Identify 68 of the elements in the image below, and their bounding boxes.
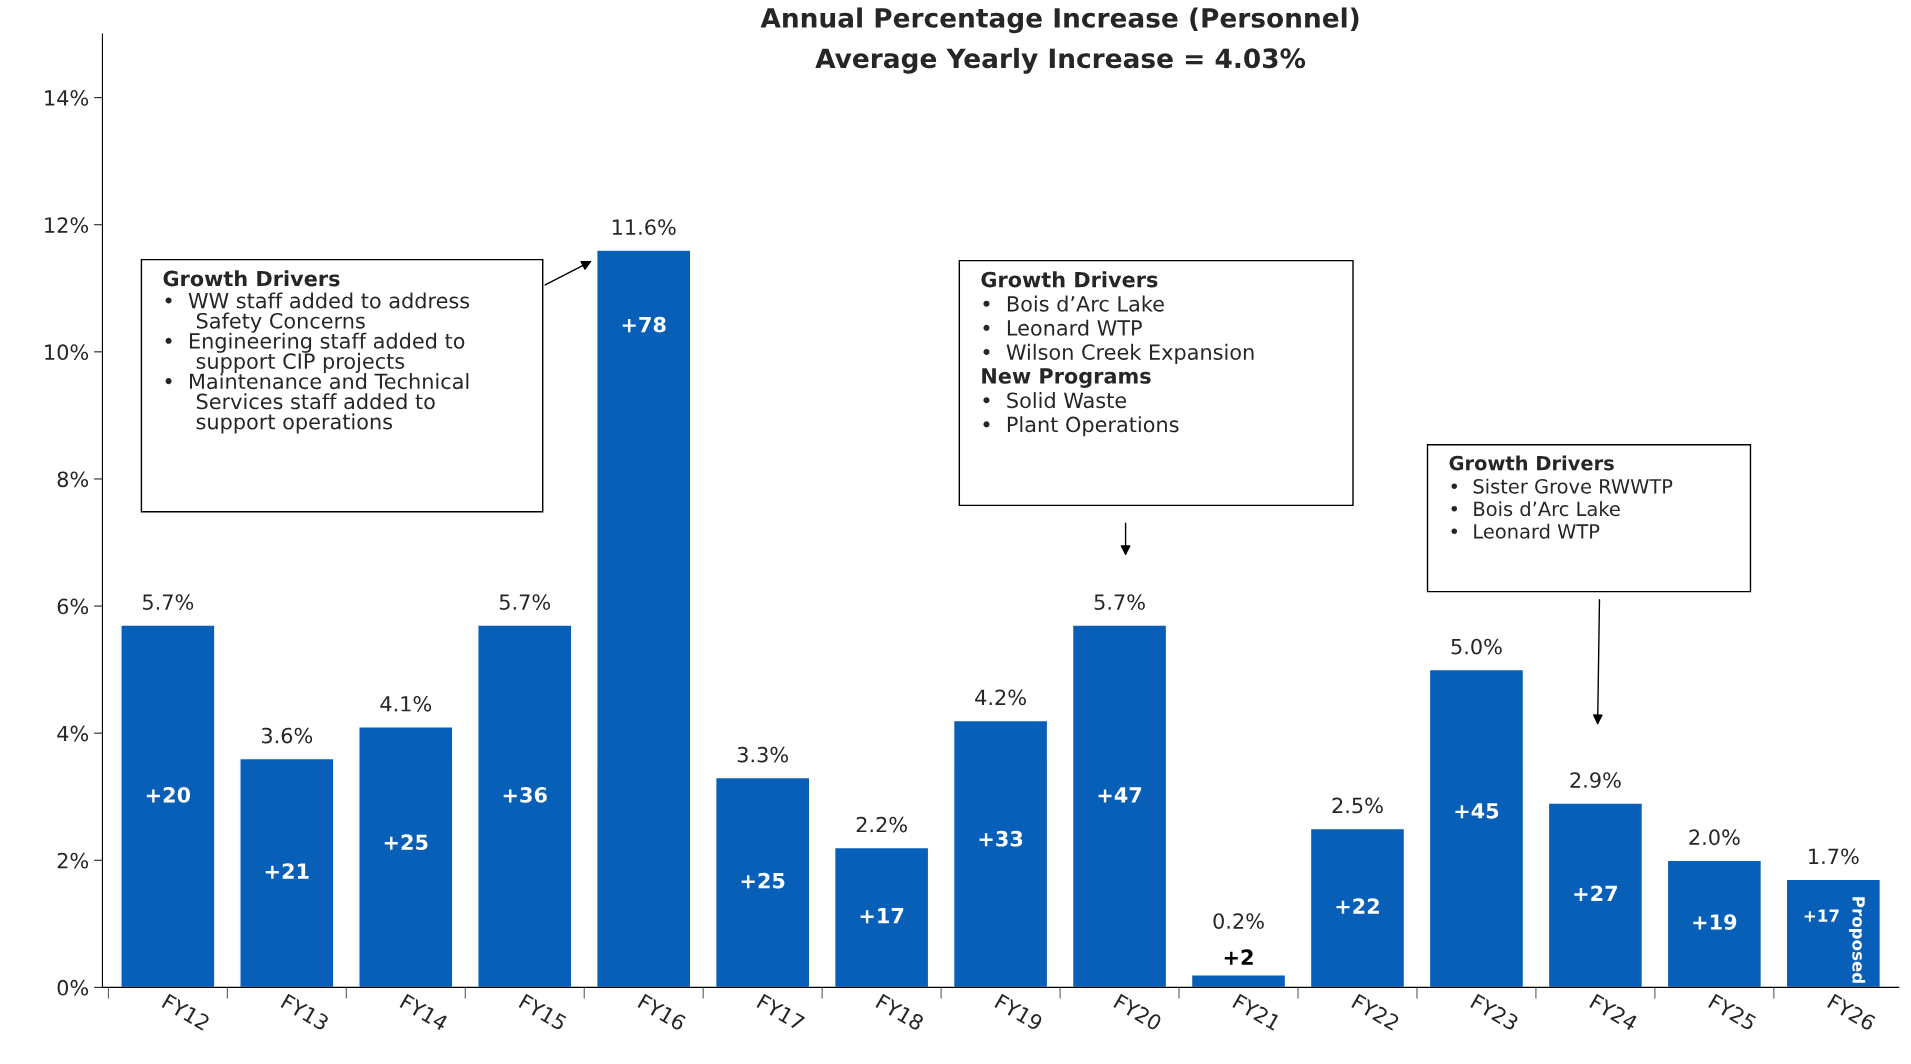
- annotation: +33: [979, 830, 1023, 847]
- annotation: +22: [1336, 898, 1379, 914]
- bar: [1785, 878, 1882, 988]
- annotation: +78: [622, 316, 666, 333]
- y-tick-label: 4%: [57, 725, 89, 742]
- x-tick-label: FY25: [1708, 993, 1757, 1031]
- data-label: 4.2%: [975, 689, 1026, 706]
- annotation: +17: [860, 908, 904, 924]
- annotation: • Sister Grove RWWTP • Bois d’Arc Lake • Leonard WTP: [1451, 478, 1673, 539]
- bar: [1547, 802, 1644, 988]
- chart-title: Annual Percentage Increase (Personnel): [760, 7, 1359, 34]
- data-label: 0.2%: [1213, 913, 1264, 929]
- annotation: +25: [384, 834, 428, 851]
- bar: [952, 719, 1049, 988]
- bar: [1190, 973, 1287, 988]
- data-label: 3.3%: [737, 746, 788, 763]
- data-label: 3.6%: [261, 727, 313, 744]
- data-label: 5.7%: [1094, 594, 1145, 610]
- annotation: Growth Drivers: [981, 271, 1158, 288]
- annotation: +21: [265, 863, 309, 879]
- annotation: Growth Drivers: [1449, 455, 1614, 471]
- x-tick-label: FY17: [756, 993, 806, 1031]
- y-tick-label: 12%: [45, 217, 89, 233]
- x-tick-label: FY15: [518, 993, 568, 1031]
- annotation: +19: [1693, 914, 1737, 930]
- annotation: +47: [1098, 787, 1142, 803]
- data-label: 5.0%: [1451, 638, 1502, 655]
- data-label: 2.2%: [856, 816, 907, 833]
- annotation: +2: [1224, 949, 1253, 965]
- annotation: • WW staff added to address Safety Concerns • Engineering staff added to support CIP projects • Maintenance and Technical Services staff added to support operations: [165, 292, 470, 434]
- annotation: +20: [146, 787, 191, 803]
- y-tick-label: 2%: [57, 852, 89, 869]
- bar: [596, 249, 692, 988]
- annotation: +25: [741, 872, 785, 889]
- y-tick-label: 6%: [57, 598, 89, 615]
- bar: [239, 757, 335, 988]
- data-label: 2.5%: [1332, 797, 1383, 814]
- bar: [120, 624, 216, 988]
- y-tick-label: 10%: [45, 344, 89, 361]
- bar: [1428, 668, 1525, 988]
- annotation: New Programs: [982, 368, 1151, 388]
- y-tick-label: 14%: [45, 90, 89, 106]
- data-label: 2.9%: [1570, 772, 1621, 788]
- text: Average Yearly Increase = 4.03%: [815, 47, 1306, 74]
- annotation: Proposed: [1849, 897, 1866, 983]
- data-label: 2.0%: [1689, 829, 1740, 846]
- bar: [477, 624, 573, 988]
- annotation: • Bois d’Arc Lake • Leonard WTP • Wilson Creek Expansion: [983, 295, 1254, 364]
- annotation: Growth Drivers: [163, 270, 340, 287]
- bar: [833, 846, 930, 988]
- y-tick-label: 8%: [57, 471, 89, 488]
- x-tick-label: FY19: [994, 993, 1044, 1032]
- annotation: +27: [1574, 885, 1617, 901]
- annotation: • Solid Waste • Plant Operations: [983, 392, 1179, 437]
- data-label: 5.7%: [143, 594, 194, 610]
- bar: [714, 776, 811, 988]
- bar: [358, 726, 454, 988]
- data-label: 4.1%: [380, 695, 432, 712]
- data-label: 1.7%: [1809, 848, 1859, 865]
- bar: [1309, 827, 1406, 988]
- y-tick-label: 0%: [57, 979, 89, 996]
- data-label: 11.6%: [612, 219, 676, 235]
- annotation: +45: [1455, 803, 1499, 819]
- data-label: 5.7%: [499, 594, 551, 610]
- annotation: +17: [1804, 909, 1839, 922]
- annotation: +36: [503, 787, 547, 803]
- bar: [1666, 859, 1763, 988]
- bar: [1071, 624, 1168, 988]
